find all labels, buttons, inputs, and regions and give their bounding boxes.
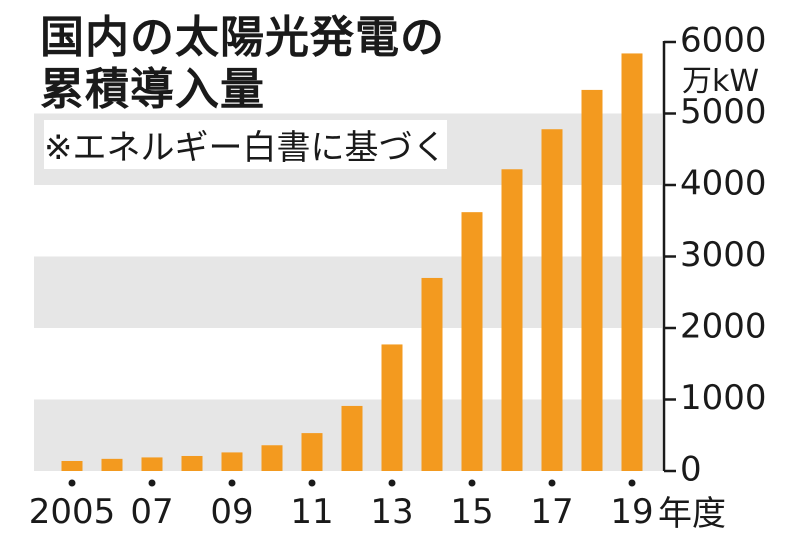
bar	[261, 445, 283, 471]
bar	[581, 89, 603, 471]
x-tick-dot	[388, 479, 396, 487]
bar	[461, 212, 483, 472]
bar	[101, 458, 123, 471]
bar	[621, 53, 643, 471]
y-tick-label: 0	[680, 450, 702, 490]
y-tick-label: 5000	[680, 92, 767, 132]
bar	[421, 277, 443, 471]
x-axis-suffix: 年度	[658, 494, 726, 534]
x-axis: 2005 07 09 11 13 15 17 19	[29, 479, 654, 532]
x-tick-label: 15	[450, 492, 493, 532]
x-tick-dot	[148, 479, 156, 487]
chart-title-line-2: 累積導入量	[40, 64, 265, 115]
x-tick-dot	[628, 479, 636, 487]
y-axis: 0 1000 2000 3000 4000 5000 6000	[662, 21, 767, 490]
x-tick-label: 09	[210, 492, 253, 532]
bar	[221, 452, 243, 471]
y-tick-label: 3000	[680, 235, 767, 275]
source-note: ※エネルギー白書に基づく	[44, 120, 447, 169]
bar	[381, 344, 403, 471]
background-band	[34, 256, 662, 328]
bar	[341, 405, 363, 471]
x-tick-dot	[228, 479, 236, 487]
bar	[141, 457, 163, 471]
x-tick-label: 2005	[29, 492, 116, 532]
y-tick-label: 6000	[680, 21, 767, 61]
x-tick-dot	[308, 479, 316, 487]
y-tick-label: 2000	[680, 307, 767, 347]
x-tick-dot	[548, 479, 556, 487]
y-axis-unit: 万kW	[682, 64, 760, 99]
x-tick-label: 07	[130, 492, 173, 532]
y-tick-label: 1000	[680, 378, 767, 418]
chart-title-line-1: 国内の太陽光発電の	[40, 12, 445, 63]
x-tick-dot	[468, 479, 476, 487]
x-tick-dot	[68, 479, 76, 487]
x-tick-label: 19	[610, 492, 653, 532]
bar	[541, 129, 563, 472]
x-tick-label: 17	[530, 492, 573, 532]
x-tick-label: 11	[290, 492, 333, 532]
bar	[501, 169, 523, 471]
x-tick-label: 13	[370, 492, 413, 532]
bar	[61, 460, 83, 471]
bar	[181, 455, 203, 471]
bar	[301, 433, 323, 471]
y-tick-label: 4000	[680, 164, 767, 204]
bar-series	[61, 53, 643, 472]
